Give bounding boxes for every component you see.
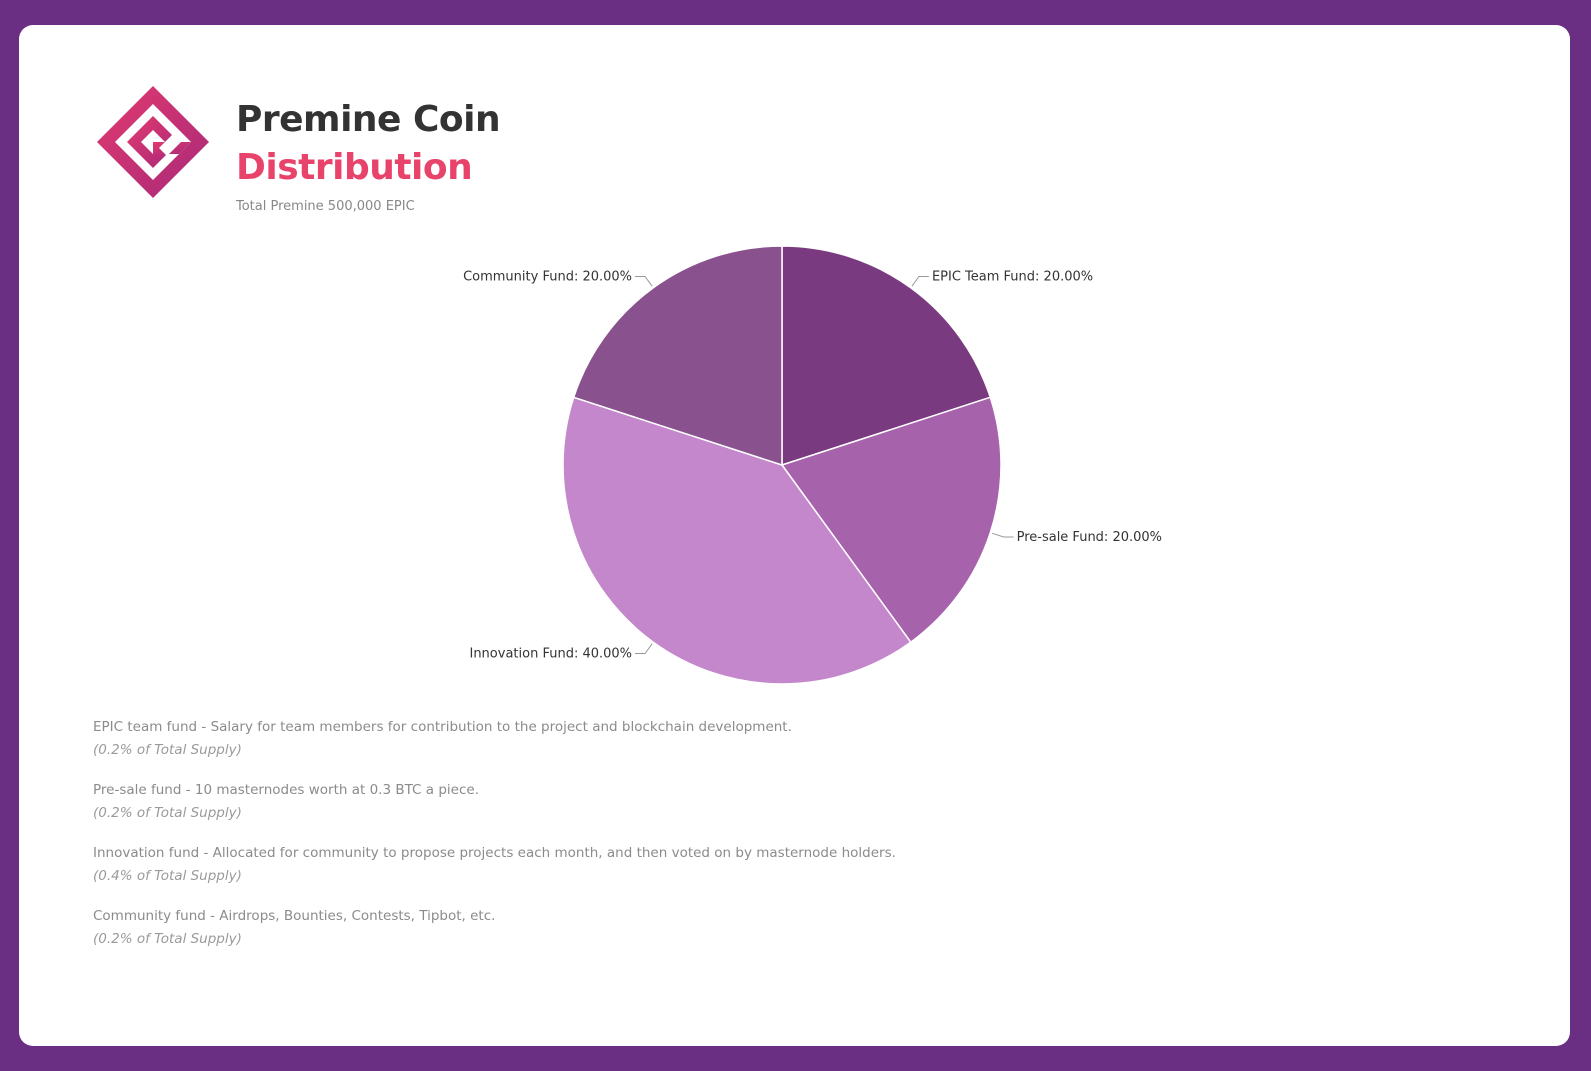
note-epic-team-fund: EPIC team fund - Salary for team members… (93, 715, 1193, 762)
note-description: Pre-sale fund - 10 masternodes worth at … (93, 782, 479, 798)
total-premine-label: Total Premine 500,000 EPIC (236, 199, 415, 214)
note-community-fund: Community fund - Airdrops, Bounties, Con… (93, 904, 1193, 951)
note-description: EPIC team fund - Salary for team members… (93, 719, 792, 735)
pie-slice-label: EPIC Team Fund: 20.00% (932, 269, 1093, 284)
pie-leader-line (992, 532, 1014, 538)
pie-slice-innovation-fund (562, 396, 912, 685)
distribution-card: Premine Coin Distribution Total Premine … (19, 25, 1570, 1046)
epic-logo-icon (97, 86, 211, 198)
note-supply-share: (0.2% of Total Supply) (93, 742, 242, 758)
page-title-accent: Distribution (236, 147, 473, 188)
note-description: Community fund - Airdrops, Bounties, Con… (93, 908, 496, 924)
pie-slice-label: Pre-sale Fund: 20.00% (1017, 530, 1162, 545)
pie-slice-pre-sale-fund (780, 396, 1002, 644)
note-innovation-fund: Innovation fund - Allocated for communit… (93, 841, 1193, 888)
pie-slice-epic-team-fund (781, 245, 992, 467)
pie-slice-label: Innovation Fund: 40.00% (469, 647, 632, 662)
pie-leader-line (635, 275, 653, 287)
pie-leader-line (635, 643, 653, 655)
note-supply-share: (0.4% of Total Supply) (93, 868, 242, 884)
page-title: Premine Coin (236, 99, 501, 140)
note-presale-fund: Pre-sale fund - 10 masternodes worth at … (93, 778, 1193, 825)
note-supply-share: (0.2% of Total Supply) (93, 931, 242, 947)
note-description: Innovation fund - Allocated for communit… (93, 845, 896, 861)
pie-slice-community-fund (572, 245, 783, 467)
pie-slice-label: Community Fund: 20.00% (463, 269, 632, 284)
fund-notes: EPIC team fund - Salary for team members… (93, 715, 1193, 967)
pie-leader-line (911, 275, 929, 287)
note-supply-share: (0.2% of Total Supply) (93, 805, 242, 821)
